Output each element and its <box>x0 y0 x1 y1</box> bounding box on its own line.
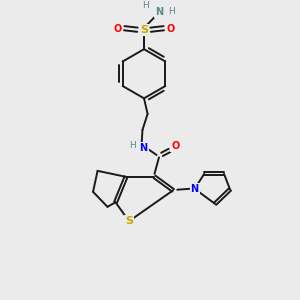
Text: S: S <box>125 216 133 226</box>
Text: O: O <box>166 24 175 34</box>
Text: O: O <box>113 24 122 34</box>
Text: H: H <box>129 141 135 150</box>
Text: O: O <box>171 141 180 151</box>
Text: N: N <box>190 184 199 194</box>
Text: N: N <box>139 143 148 153</box>
Text: S: S <box>140 25 148 35</box>
Text: H: H <box>168 7 175 16</box>
Text: N: N <box>155 7 163 17</box>
Text: H: H <box>142 1 149 10</box>
